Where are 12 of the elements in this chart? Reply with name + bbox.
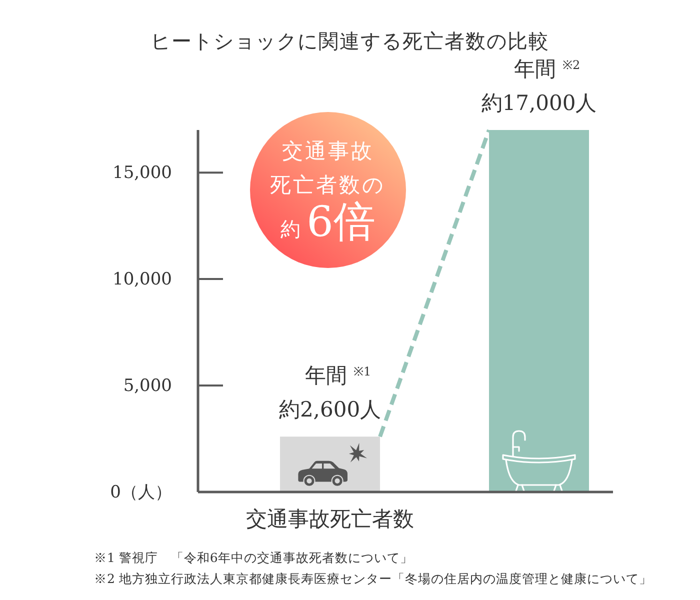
y-tick-label: 0（人） (110, 482, 172, 502)
y-tick-label: 10,000 (112, 270, 172, 290)
data-label: 約17,000人 (481, 91, 597, 115)
chart-title: ヒートショックに関連する死亡者数の比較 (150, 29, 550, 53)
x-tick-label: 交通事故死亡者数 (246, 507, 414, 531)
annotation: 年間 $^{※2}$ (514, 57, 580, 81)
annotation: 年間 $^{※1}$ (304, 364, 372, 388)
y-tick-label: 15,000 (112, 163, 172, 184)
data-label: 約2,600人 (278, 398, 382, 422)
y-tick-label: 5,000 (123, 376, 172, 396)
text: ※2 地方独立行政法人東京都健康長寿医療センター「冬場の住居内の温度管理と健康について」 (94, 571, 652, 586)
text: ※1 警視庁 「令和6年中の交通事故死者数について」 (94, 550, 413, 565)
